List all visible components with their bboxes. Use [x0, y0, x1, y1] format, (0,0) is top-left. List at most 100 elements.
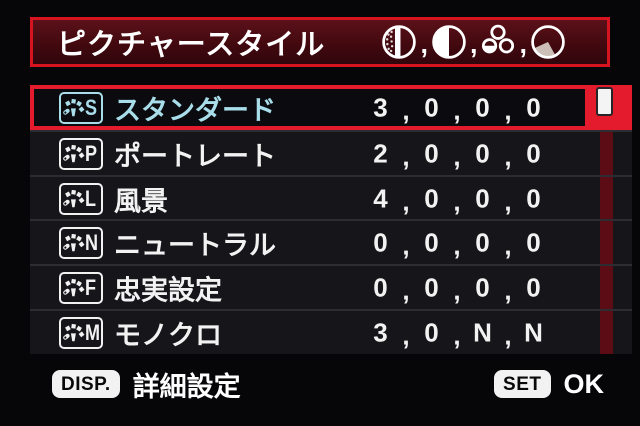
parameter-value: 0	[424, 92, 439, 122]
parameter-value: N	[473, 317, 492, 347]
picture-style-row[interactable]: M モノクロ 3, 0, N, N	[30, 309, 632, 354]
parameter-value: 3	[373, 317, 388, 347]
value-separator: ,	[402, 95, 410, 125]
row-content: S スタンダード 3, 0, 0, 0	[34, 89, 585, 126]
value-separator: ,	[504, 141, 512, 171]
value-separator: ,	[504, 95, 512, 125]
style-name: ニュートラル	[114, 230, 276, 260]
parameter-value: 0	[475, 92, 490, 122]
icon-separator: ,	[420, 29, 428, 59]
parameter-value: 0	[424, 138, 439, 168]
picture-style-icon: F	[59, 271, 103, 304]
parameter-value: 0	[424, 183, 439, 213]
set-button[interactable]: SET	[494, 370, 551, 398]
value-separator: ,	[402, 320, 410, 350]
row-content: P ポートレート 2, 0, 0, 0	[34, 136, 585, 171]
parameter-value: 3	[373, 92, 388, 122]
style-letter: L	[85, 185, 97, 211]
brush-glyph-icon	[63, 278, 85, 296]
row-content: M モノクロ 3, 0, N, N	[34, 315, 585, 350]
picture-style-row[interactable]: N ニュートラル 0, 0, 0, 0	[30, 219, 632, 264]
value-separator: ,	[453, 186, 461, 216]
picture-style-row[interactable]: F 忠実設定 0, 0, 0, 0	[30, 264, 632, 309]
parameter-value: 0	[424, 227, 439, 257]
style-letter: M	[85, 319, 101, 345]
value-separator: ,	[504, 320, 512, 350]
value-separator: ,	[453, 320, 461, 350]
style-values: 0, 0, 0, 0	[365, 227, 549, 260]
style-name: 風景	[114, 186, 168, 216]
parameter-value: 0	[475, 227, 490, 257]
parameter-value: 0	[424, 317, 439, 347]
parameter-value: 0	[526, 227, 541, 257]
disp-button[interactable]: DISP.	[52, 370, 120, 398]
parameter-value: 0	[526, 272, 541, 302]
picture-style-icon: M	[59, 316, 103, 349]
style-letter: P	[85, 140, 98, 166]
picture-style-list: S スタンダード 3, 0, 0, 0 P	[30, 85, 632, 354]
style-values: 4, 0, 0, 0	[365, 183, 549, 216]
picture-style-icon: S	[59, 91, 103, 124]
parameter-value: N	[524, 317, 543, 347]
brush-glyph-icon	[63, 233, 85, 251]
style-name: 忠実設定	[114, 275, 222, 305]
menu-header: ピクチャースタイル , ,	[30, 17, 610, 67]
parameter-value: 4	[373, 183, 388, 213]
value-separator: ,	[453, 141, 461, 171]
picture-style-row[interactable]: L 風景 4, 0, 0, 0	[30, 175, 632, 220]
scrollbar-thumb[interactable]	[596, 87, 613, 116]
row-content: L 風景 4, 0, 0, 0	[34, 181, 585, 216]
brush-glyph-icon	[63, 323, 85, 341]
style-letter: S	[85, 94, 98, 120]
color-tone-icon	[531, 25, 565, 59]
picture-style-icon: L	[59, 182, 103, 215]
style-values: 3, 0, N, N	[365, 317, 549, 350]
value-separator: ,	[453, 275, 461, 305]
value-separator: ,	[453, 95, 461, 125]
row-content: F 忠実設定 0, 0, 0, 0	[34, 270, 585, 305]
parameter-value: 2	[373, 138, 388, 168]
value-separator: ,	[453, 230, 461, 260]
parameter-value: 0	[475, 138, 490, 168]
icon-separator: ,	[469, 29, 478, 59]
value-separator: ,	[402, 141, 410, 171]
value-separator: ,	[504, 275, 512, 305]
parameter-value: 0	[373, 227, 388, 257]
parameter-value: 0	[373, 272, 388, 302]
page-title: ピクチャースタイル	[57, 29, 326, 61]
disp-action-label: 詳細設定	[132, 371, 241, 402]
value-separator: ,	[504, 186, 512, 216]
value-separator: ,	[402, 230, 410, 260]
value-separator: ,	[504, 230, 512, 260]
style-values: 0, 0, 0, 0	[365, 272, 549, 305]
contrast-icon	[432, 25, 466, 59]
saturation-icon	[482, 24, 515, 54]
brush-glyph-icon	[63, 98, 85, 116]
parameter-icons: , , ,	[380, 23, 607, 61]
style-name: ポートレート	[114, 141, 276, 171]
parameter-value: 0	[526, 92, 541, 122]
icon-separator: ,	[519, 29, 527, 59]
sharpness-icon	[382, 25, 417, 59]
parameter-value: 0	[526, 183, 541, 213]
picture-style-row[interactable]: P ポートレート 2, 0, 0, 0	[30, 130, 632, 175]
parameter-value: 0	[526, 138, 541, 168]
style-values: 3, 0, 0, 0	[365, 92, 549, 125]
set-action-label: OK	[563, 368, 605, 399]
brush-glyph-icon	[63, 189, 85, 207]
style-letter: F	[85, 274, 97, 300]
picture-style-icon: P	[59, 137, 103, 170]
style-letter: N	[85, 229, 99, 255]
parameter-value: 0	[475, 272, 490, 302]
brush-glyph-icon	[63, 144, 85, 162]
style-name: モノクロ	[114, 320, 222, 350]
value-separator: ,	[402, 275, 410, 305]
style-values: 2, 0, 0, 0	[365, 138, 549, 171]
row-content: N ニュートラル 0, 0, 0, 0	[34, 225, 585, 260]
style-name: スタンダード	[114, 95, 276, 125]
value-separator: ,	[402, 186, 410, 216]
picture-style-row[interactable]: S スタンダード 3, 0, 0, 0	[30, 85, 632, 130]
picture-style-icon: N	[59, 226, 103, 259]
footer-bar: DISP. 詳細設定 SET OK	[30, 362, 610, 406]
